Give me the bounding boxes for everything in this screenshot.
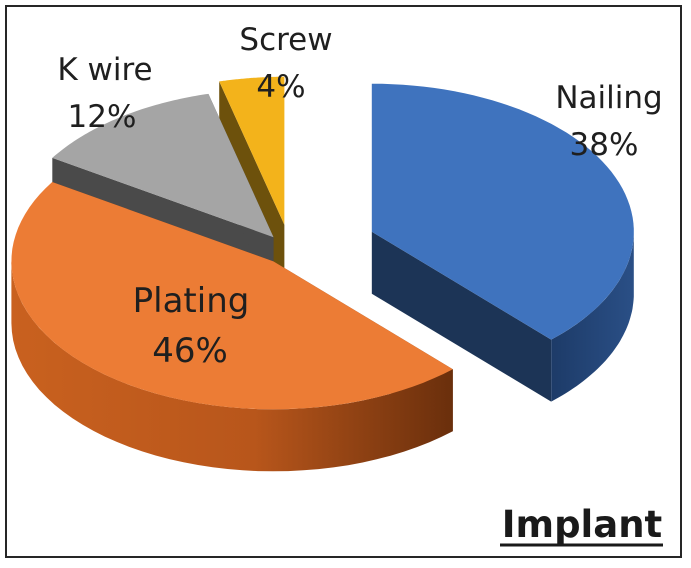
slice-top-plating <box>11 182 453 410</box>
slice-value-plating: 46% <box>152 331 228 371</box>
slice-wall-nailing-1 <box>371 231 552 402</box>
slice-side-nailing <box>551 231 634 402</box>
slice-label-plating: Plating <box>133 281 250 321</box>
pie-slice-nailing <box>371 83 634 402</box>
slice-top-k-wire <box>52 93 274 238</box>
slice-top-screw <box>219 76 285 225</box>
slice-label-k-wire: K wire <box>57 52 152 88</box>
slice-top-nailing <box>371 83 634 340</box>
pie-slice-plating <box>11 182 453 472</box>
slice-label-screw: Screw <box>239 22 332 58</box>
slice-side-plating <box>11 261 453 472</box>
slice-value-screw: 4% <box>256 69 305 105</box>
slice-value-k-wire: 12% <box>68 99 137 135</box>
chart-title: Implant <box>502 503 662 546</box>
slice-label-nailing: Nailing <box>555 80 662 116</box>
slice-value-nailing: 38% <box>570 127 639 163</box>
